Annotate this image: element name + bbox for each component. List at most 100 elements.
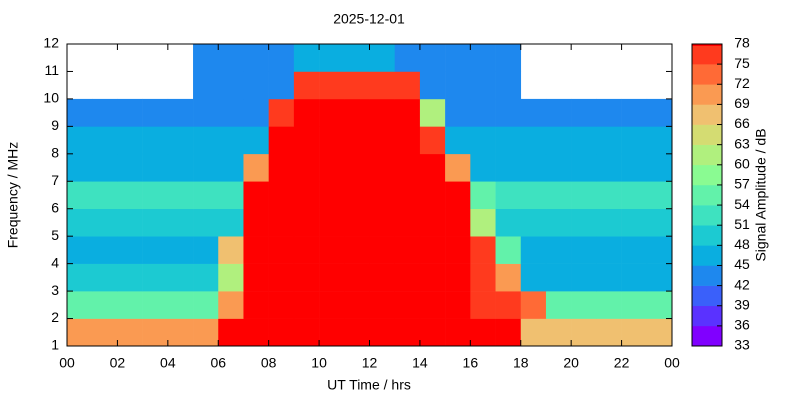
colorbar-tick-label: 57 [734,176,750,192]
heat-cell [369,98,396,127]
colorbar-tick-label: 36 [734,317,750,333]
heat-cell [344,126,370,155]
colorbar-tick-label: 33 [734,337,750,353]
heat-cell [495,318,522,347]
y-tick-label: 11 [44,62,59,78]
heat-cell [67,153,93,182]
heat-cell [470,181,496,210]
heat-cell [445,153,471,182]
heat-cell [646,126,673,155]
x-tick-label: 10 [311,355,327,371]
heat-cell [369,208,396,237]
heat-cell [470,208,496,237]
heat-cell [646,98,673,127]
heat-cell [369,126,396,155]
heat-cell [445,126,471,155]
heat-cell [193,263,219,292]
heat-cell [319,291,345,319]
heat-cell [167,318,194,347]
heat-cell [646,291,673,319]
y-tick-label: 8 [51,145,59,161]
heat-cell [268,71,295,100]
heat-cell [470,263,496,292]
heat-cell [167,263,194,292]
heat-cell [293,126,320,155]
heat-cell [243,71,269,100]
colorbar-top [692,44,722,46]
colorbar-band [692,124,722,145]
colorbar-band [692,305,722,327]
heat-cell [243,44,269,72]
heat-cell [419,153,446,182]
heat-cell [268,153,295,182]
heat-cell [394,236,421,264]
y-tick-label: 2 [51,309,59,325]
y-tick-label: 5 [51,227,59,243]
heat-cell [621,98,648,127]
heat-cell [646,208,673,237]
y-tick-label: 4 [51,254,59,270]
x-tick-label: 20 [563,355,579,371]
heat-cell [394,208,421,237]
heat-cell [419,263,446,292]
heat-cell [419,71,446,100]
heat-cell [344,71,370,100]
heat-cell [218,153,244,182]
colorbar-band [692,184,722,206]
heat-cell [470,153,496,182]
heat-cell [268,126,295,155]
x-tick-label: 00 [59,355,75,371]
heat-cell [142,291,169,319]
y-tick-label: 6 [51,199,59,215]
heat-cell [92,98,118,127]
heat-cell [495,71,522,100]
heat-cell [571,208,597,237]
heat-cell [495,153,522,182]
heat-cell [319,263,345,292]
heat-cell [621,263,648,292]
y-tick-label: 10 [43,90,59,106]
heat-cell [520,263,547,292]
heat-cell [520,181,547,210]
colorbar-band [692,265,722,286]
colorbar-band [692,104,722,125]
heat-cell [520,126,547,155]
heat-cell [117,236,143,264]
heat-cell [344,44,370,72]
heat-cell [218,44,244,72]
y-axis-label: Frequency / MHz [5,142,21,249]
heat-cell [268,98,295,127]
x-tick-label: 16 [463,355,479,371]
heat-cell [621,291,648,319]
heat-cell [319,153,345,182]
heat-cell [419,236,446,264]
heat-cell [545,208,572,237]
heat-cell [193,291,219,319]
heat-cell [193,126,219,155]
colorbar-tick-label: 39 [734,296,750,312]
heat-cell [319,236,345,264]
heat-cell [369,291,396,319]
colorbar-tick-label: 66 [734,115,750,131]
y-tick-label: 1 [51,337,59,353]
colorbar-tick-label: 72 [734,75,750,91]
colorbar-band [692,325,722,347]
heat-cell [520,236,547,264]
heat-cell [470,291,496,319]
heat-cell [344,208,370,237]
heat-cell [571,153,597,182]
heat-cell [621,153,648,182]
x-tick-label: 22 [614,355,630,371]
y-tick-label: 12 [43,35,59,51]
heat-cell [646,236,673,264]
heat-cell [369,44,396,72]
heat-cell [92,236,118,264]
colorbar-tick-label: 78 [734,35,750,51]
heat-cell [394,153,421,182]
heat-cell [445,181,471,210]
heat-cell [142,208,169,237]
heat-cell [218,291,244,319]
heat-cell [243,208,269,237]
heat-cell [319,181,345,210]
heat-cell [646,181,673,210]
